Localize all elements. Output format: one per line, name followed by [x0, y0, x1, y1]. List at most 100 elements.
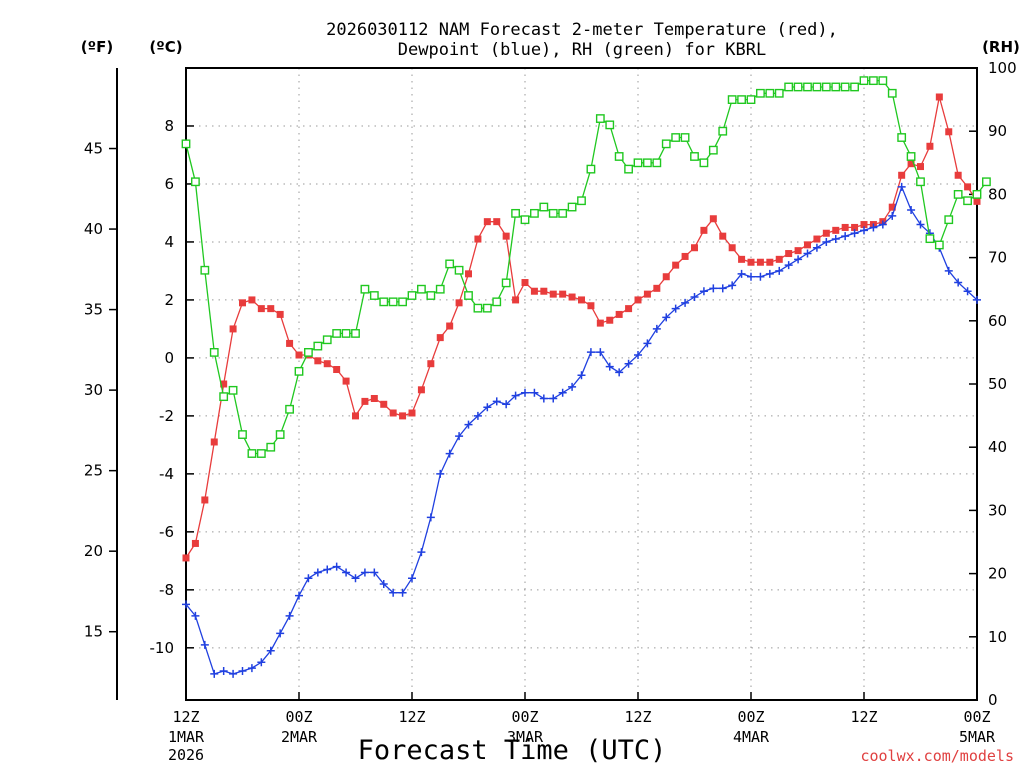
- temperature-point: [907, 160, 915, 168]
- temperature-point: [220, 380, 228, 388]
- fahrenheit-tick-label: 25: [84, 462, 103, 480]
- dewpoint-point: [417, 548, 426, 557]
- temperature-point: [926, 142, 934, 150]
- x-date-label: 2MAR: [281, 728, 318, 746]
- x-tick-label: 00Z: [511, 708, 538, 726]
- dewpoint-point: [370, 568, 379, 577]
- dewpoint-point: [850, 229, 859, 238]
- rh-point: [765, 88, 775, 98]
- dewpoint-point: [699, 287, 708, 296]
- rh-point: [633, 158, 643, 168]
- rh-point: [520, 215, 530, 225]
- dewpoint-point: [558, 388, 567, 397]
- temperature-point: [672, 261, 680, 269]
- dewpoint-point: [756, 272, 765, 281]
- temperature-point: [888, 203, 896, 211]
- rh-point: [181, 139, 191, 149]
- rh-point: [322, 335, 332, 345]
- temperature-point: [813, 235, 821, 243]
- rh-tick-label: 50: [988, 375, 1007, 393]
- temperature-point: [700, 226, 708, 234]
- series-layer: [181, 76, 991, 678]
- dewpoint-point: [295, 591, 303, 600]
- rh-point: [558, 208, 568, 218]
- temperature-point: [389, 409, 397, 417]
- temperature-point: [653, 284, 661, 292]
- temperature-point: [766, 258, 774, 266]
- rh-point: [454, 265, 464, 275]
- rh-point: [209, 348, 219, 357]
- temperature-point: [380, 400, 388, 408]
- rh-point: [661, 139, 671, 149]
- celsius-tick-label: -10: [150, 639, 175, 657]
- rh-point: [897, 133, 907, 142]
- dewpoint-point: [332, 562, 341, 571]
- fahrenheit-tick-label: 20: [84, 542, 103, 560]
- dewpoint-point: [747, 272, 755, 281]
- rh-point: [426, 291, 436, 300]
- dewpoint-point: [549, 394, 558, 403]
- rh-point: [595, 114, 605, 123]
- dewpoint-point: [408, 574, 416, 583]
- temperature-point: [898, 171, 906, 179]
- temperature-point: [615, 310, 623, 318]
- temperature-point: [352, 412, 359, 420]
- x-date-label: 1MAR: [168, 728, 205, 746]
- dewpoint-point: [266, 646, 275, 655]
- rh-point: [925, 234, 935, 244]
- temperature-point: [436, 334, 444, 342]
- dewpoint-point: [690, 293, 699, 302]
- rh-tick-label: 30: [988, 501, 1007, 519]
- rh-point: [275, 430, 285, 439]
- dewpoint-point: [841, 232, 850, 241]
- temperature-point: [662, 273, 670, 281]
- temperature-point: [851, 223, 859, 231]
- x-tick-label: 12Z: [172, 708, 199, 726]
- dewpoint-point: [473, 411, 482, 420]
- dewpoint-point: [784, 261, 793, 270]
- rh-point: [784, 82, 794, 92]
- rh-point: [228, 385, 238, 395]
- dewpoint-point: [313, 568, 322, 577]
- temperature-point: [964, 183, 972, 191]
- x-tick-label: 00Z: [737, 708, 764, 726]
- dewpoint-point: [907, 206, 916, 215]
- rh-point: [972, 189, 982, 199]
- x-tick-label: 00Z: [963, 708, 990, 726]
- x-date-label: 3MAR: [507, 728, 544, 746]
- temperature-point: [841, 223, 849, 231]
- temperature-point: [286, 339, 294, 347]
- rh-point: [624, 164, 633, 174]
- rh-point: [963, 196, 972, 206]
- celsius-tick-label: -4: [159, 465, 174, 483]
- rh-point: [680, 133, 690, 142]
- rh-point: [916, 177, 925, 187]
- x-tick-label: 12Z: [850, 708, 877, 726]
- temperature-point: [512, 296, 520, 304]
- temperature-point: [756, 258, 764, 266]
- dewpoint-point: [502, 400, 511, 409]
- dewpoint-point: [219, 667, 228, 676]
- rh-tick-label: 80: [988, 185, 1007, 203]
- temperature-point: [267, 305, 275, 313]
- rh-point: [821, 82, 831, 92]
- temperature-point: [248, 296, 256, 304]
- rh-line-markers: [181, 76, 991, 458]
- dewpoint-point: [247, 664, 256, 673]
- temperature-point: [935, 93, 943, 101]
- dewpoint-point: [954, 278, 963, 287]
- dewpoint-point: [342, 568, 351, 577]
- rh-point: [831, 82, 841, 92]
- rh-point: [285, 404, 294, 414]
- dewpoint-point: [398, 588, 407, 597]
- celsius-tick-label: -2: [159, 407, 174, 425]
- temperature-point: [201, 496, 209, 504]
- rh-point: [906, 152, 916, 161]
- rh-point: [934, 240, 944, 250]
- rh-point: [567, 202, 577, 212]
- temperature-point: [709, 215, 717, 223]
- rh-tick-label: 90: [988, 122, 1007, 140]
- rh-tick-label: 20: [988, 565, 1007, 583]
- temperature-point: [822, 229, 830, 237]
- rh-point: [774, 88, 784, 98]
